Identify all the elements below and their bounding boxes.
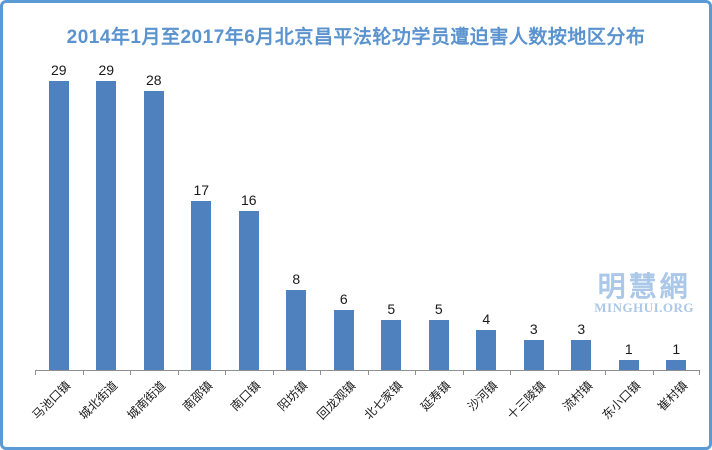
bar-value-label: 4	[482, 311, 491, 327]
plot-area: 29 29 28 17 16 8 6 5 5 4 3 3 1 1	[35, 60, 700, 375]
bar	[143, 91, 164, 370]
bar-value-label: 17	[193, 182, 210, 198]
x-axis-tick	[320, 371, 321, 375]
x-axis-tick	[130, 371, 131, 375]
x-axis-tick	[35, 371, 36, 375]
bar	[238, 211, 259, 370]
x-axis-tick	[178, 371, 179, 375]
bar-value-label: 1	[672, 341, 681, 357]
x-axis-tick	[225, 371, 226, 375]
x-axis-tick	[558, 371, 559, 375]
x-axis-tick	[605, 371, 606, 375]
bar-value-label: 16	[240, 192, 257, 208]
bar-value-label: 6	[339, 291, 348, 307]
bar	[191, 201, 212, 370]
watermark-cjk-text: 明慧網	[597, 271, 691, 302]
x-axis-tick	[368, 371, 369, 375]
bar-value-label: 3	[529, 321, 538, 337]
x-axis-tick	[83, 371, 84, 375]
bar	[476, 330, 497, 370]
bar	[48, 81, 69, 370]
x-axis-tick	[273, 371, 274, 375]
bar	[286, 290, 307, 370]
bar	[333, 310, 354, 370]
bar-value-label: 29	[50, 62, 67, 78]
bar-value-label: 5	[387, 301, 396, 317]
x-axis-labels: 马池口镇 城北街道 城南街道 南邵镇 南口镇 阳坊镇 回龙观镇 北七家镇 延寿镇 沙河镇 十三陵镇流…	[29, 377, 700, 447]
bar-value-label: 1	[624, 341, 633, 357]
x-axis-tick	[510, 371, 511, 375]
bar-value-label: 5	[434, 301, 443, 317]
bar	[96, 81, 117, 370]
bar-value-label: 28	[145, 72, 162, 88]
bar	[618, 360, 639, 370]
bar-value-label: 8	[292, 271, 301, 287]
bar	[666, 360, 687, 370]
bar-value-label: 29	[98, 62, 115, 78]
x-axis-tick	[415, 371, 416, 375]
bar	[428, 320, 449, 370]
x-axis-tick	[653, 371, 654, 375]
bar-value-label: 3	[577, 321, 586, 337]
watermark: 明慧網 MINGHUI.ORG	[594, 272, 694, 315]
x-axis-tick	[699, 371, 700, 375]
x-axis-tick	[463, 371, 464, 375]
bar	[381, 320, 402, 370]
bar	[571, 340, 592, 370]
chart-title: 2014年1月至2017年6月北京昌平法轮功学员遭迫害人数按地区分布	[66, 27, 646, 48]
watermark-latin-text: MINGHUI.ORG	[594, 300, 694, 316]
bar	[523, 340, 544, 370]
